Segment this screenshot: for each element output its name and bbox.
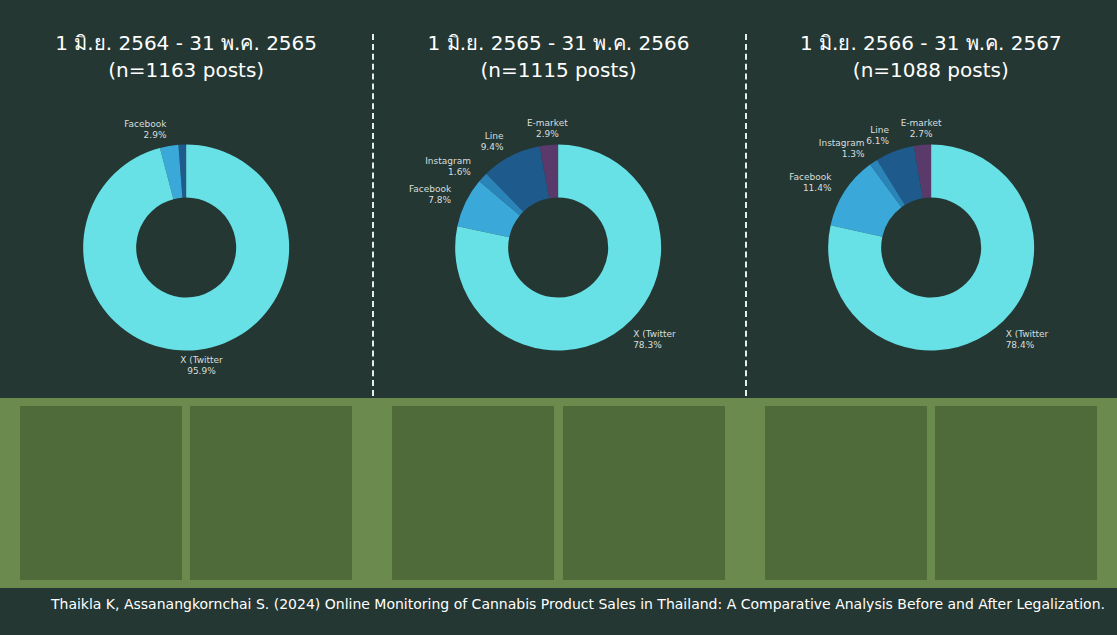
- svg-text:E-market2.9%: E-market2.9%: [527, 118, 568, 139]
- svg-text:Line9.4%: Line9.4%: [481, 131, 504, 152]
- html-text:(n=1115 posts): (n=1115 posts): [480, 58, 637, 82]
- html-text:1 มิ.ย. 2566 - 31 พ.ค. 2567: 1 มิ.ย. 2566 - 31 พ.ค. 2567: [799, 31, 1062, 55]
- html-text:1 มิ.ย. 2565 - 31 พ.ค. 2566: 1 มิ.ย. 2565 - 31 พ.ค. 2566: [427, 31, 690, 55]
- html-text:1 มิ.ย. 2564 - 31 พ.ค. 2565: 1 มิ.ย. 2564 - 31 พ.ค. 2565: [55, 31, 317, 55]
- svg-text:E-market2.7%: E-market2.7%: [900, 118, 941, 139]
- html-text:(n=1163 posts): (n=1163 posts): [108, 58, 265, 82]
- svg-text:Facebook11.4%: Facebook11.4%: [789, 172, 832, 193]
- svg-text:X (Twitter78.3%: X (Twitter78.3%: [633, 329, 676, 350]
- svg-text:X (Twitter95.9%: X (Twitter95.9%: [180, 355, 223, 376]
- svg-text:Facebook7.8%: Facebook7.8%: [409, 184, 452, 205]
- svg-text:Instagram1.6%: Instagram1.6%: [426, 156, 472, 177]
- svg-text:Facebook2.9%: Facebook2.9%: [124, 119, 167, 140]
- svg-text:Instagram1.3%: Instagram1.3%: [818, 138, 864, 159]
- svg-text:Line6.1%: Line6.1%: [866, 125, 889, 146]
- svg-text:X (Twitter78.4%: X (Twitter78.4%: [1005, 329, 1048, 350]
- html-text:Thaikla K, Assanangkornchai S.: Thaikla K, Assanangkornchai S. (2024) On…: [51, 596, 1105, 612]
- html-text:(n=1088 posts): (n=1088 posts): [852, 58, 1009, 82]
